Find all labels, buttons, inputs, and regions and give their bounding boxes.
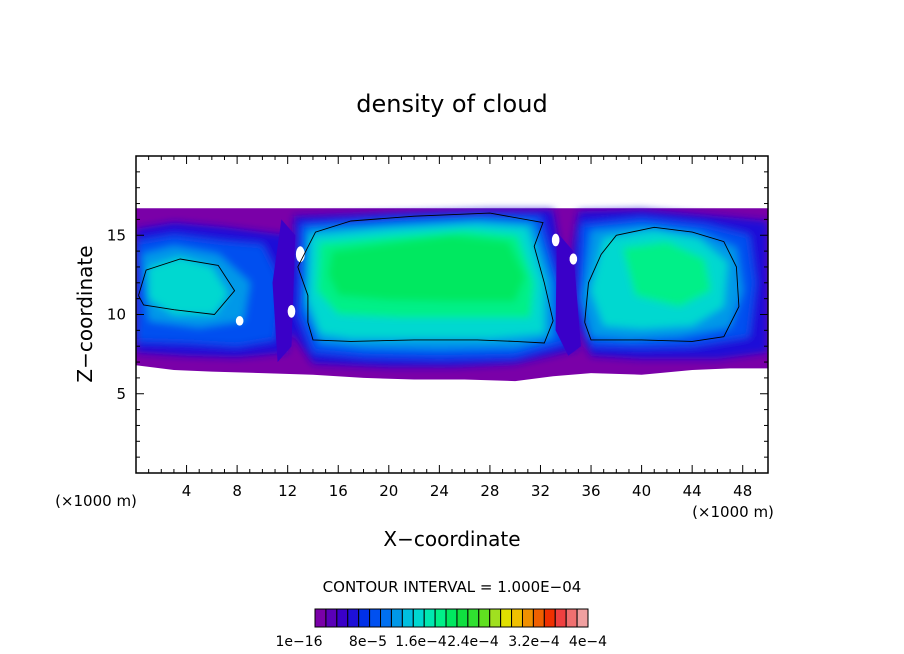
cell-gap-right xyxy=(555,232,581,356)
colorbar-swatch xyxy=(369,608,382,628)
chart-title: density of cloud xyxy=(356,90,547,118)
x-tick-label: 32 xyxy=(531,482,550,500)
clear-hole-4 xyxy=(569,253,578,265)
y-axis-label: Z−coordinate xyxy=(73,245,97,382)
y-tick-label: 15 xyxy=(107,226,126,244)
x-unit-right: (×1000 m) xyxy=(692,503,774,521)
x-tick-label: 4 xyxy=(182,482,192,500)
colorbar-tick-label: 3.2e−4 xyxy=(508,634,560,650)
colorbar-tick-label: 8e−5 xyxy=(349,634,387,650)
colorbar-swatch xyxy=(347,608,360,628)
colorbar-swatch xyxy=(401,608,414,628)
colorbar-swatch xyxy=(500,608,513,628)
colorbar-swatch xyxy=(576,608,589,628)
colorbar-swatch xyxy=(532,608,545,628)
colorbar-swatch xyxy=(565,608,578,628)
x-tick-label: 36 xyxy=(581,482,600,500)
colorbar-swatch xyxy=(314,608,327,628)
colorbar-swatch xyxy=(554,608,567,628)
x-tick-label: 48 xyxy=(733,482,752,500)
colorbar-swatch xyxy=(511,608,523,628)
contour-left xyxy=(138,258,236,315)
colorbar-swatch xyxy=(412,608,425,628)
contour-interval-text: CONTOUR INTERVAL = 1.000E−04 xyxy=(323,578,582,596)
cell-gap-left xyxy=(272,219,296,363)
colorbar-swatch xyxy=(478,608,491,628)
contour-right xyxy=(584,226,740,342)
density-level-3-region-0 xyxy=(148,257,229,315)
x-axis-label: X−coordinate xyxy=(383,527,520,551)
x-tick-label: 20 xyxy=(379,482,398,500)
colorbar-tick-label: 1e−16 xyxy=(275,634,322,650)
density-field xyxy=(136,208,768,382)
colorbar-swatch xyxy=(390,608,403,628)
colorbar-swatch xyxy=(489,608,502,628)
colorbar-swatch xyxy=(456,608,469,628)
y-tick-label: 10 xyxy=(107,306,126,324)
colorbar-swatch xyxy=(543,608,556,628)
colorbar-swatch xyxy=(336,608,349,628)
x-tick-label: 8 xyxy=(232,482,242,500)
x-tick-label: 28 xyxy=(480,482,499,500)
colorbar-swatch xyxy=(423,608,436,628)
clear-hole-0 xyxy=(295,246,305,263)
colorbar-tick-labels: 1e−16 8e−5 1.6e−4 2.4e−4 3.2e−4 4e−4 xyxy=(275,634,607,650)
colorbar-swatch xyxy=(434,608,447,628)
x-tick-label: 40 xyxy=(632,482,651,500)
colorbar xyxy=(314,608,589,628)
colorbar-tick-label: 4e−4 xyxy=(569,634,607,650)
x-tick-label: 12 xyxy=(278,482,297,500)
clear-hole-1 xyxy=(287,305,296,318)
clear-hole-3 xyxy=(551,233,560,247)
y-tick-label: 5 xyxy=(116,385,126,403)
colorbar-swatch xyxy=(380,608,392,628)
colorbar-tick-label: 2.4e−4 xyxy=(447,634,499,650)
x-tick-label: 44 xyxy=(683,482,702,500)
clear-hole-2 xyxy=(235,316,244,326)
colorbar-swatch xyxy=(358,608,371,628)
contour-central xyxy=(297,212,554,344)
colorbar-tick-label: 1.6e−4 xyxy=(395,634,447,650)
colorbar-swatch xyxy=(521,608,534,628)
colorbar-swatch xyxy=(325,608,338,628)
x-tick-label: 16 xyxy=(329,482,348,500)
density-level-4-region-1 xyxy=(622,241,712,307)
x-tick-label: 24 xyxy=(430,482,449,500)
colorbar-swatch xyxy=(467,608,480,628)
x-unit-left: (×1000 m) xyxy=(55,492,137,510)
density-level-5-region-0 xyxy=(328,235,526,302)
colorbar-swatch xyxy=(445,608,458,628)
contour-lines xyxy=(138,212,740,344)
